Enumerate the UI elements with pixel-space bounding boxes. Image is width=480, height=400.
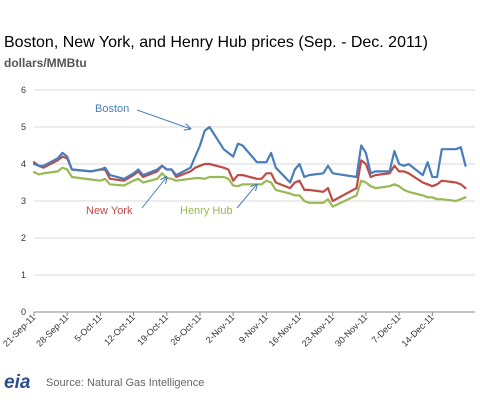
y-tick-label: 0: [21, 307, 26, 317]
annotation-label-new-york: New York: [86, 205, 133, 217]
annotation-arrow-henry-hub: [236, 184, 257, 209]
x-tick-label: 26-Oct-11: [168, 312, 203, 347]
chart-title: Boston, New York, and Henry Hub prices (…: [4, 34, 428, 51]
series-lines: [32, 125, 467, 208]
source-note: Source: Natural Gas Intelligence: [46, 377, 205, 389]
gridlines: [34, 89, 475, 276]
annotation-arrow-boston: [136, 109, 190, 129]
x-tick-label: 12-Oct-11: [102, 312, 137, 347]
eia-logo: eia: [4, 372, 31, 393]
x-tick-label: 9-Nov-11: [237, 312, 270, 345]
y-tick-label: 1: [21, 270, 26, 280]
y-tick-label: 6: [21, 85, 26, 95]
annotation-label-henry-hub: Henry Hub: [180, 205, 233, 217]
x-tick-label: 2-Nov-11: [204, 312, 237, 345]
series-line-boston: [32, 125, 467, 184]
x-tick-label: 23-Nov-11: [300, 312, 336, 348]
y-tick-label: 2: [21, 233, 26, 243]
series-line-new-york: [32, 155, 467, 203]
x-tick-label: 5-Oct-11: [72, 312, 103, 343]
annotations: Boston New York Henry Hub: [86, 103, 257, 217]
y-axis-units: dollars/MMBtu: [4, 56, 87, 70]
x-tick-label: 19-Oct-11: [135, 312, 170, 347]
x-tick-label: 14-Dec-11: [399, 312, 435, 348]
annotation-arrow-new-york: [141, 177, 167, 209]
x-tick-label: 28-Sep-11: [34, 312, 70, 348]
x-tick-label: 30-Nov-11: [333, 312, 369, 348]
x-tick-label: 21-Sep-11: [1, 312, 37, 348]
x-tick-label: 16-Nov-11: [267, 312, 303, 348]
x-tick-label: 7-Dec-11: [370, 312, 403, 345]
y-tick-label: 3: [21, 196, 26, 206]
y-tick-label: 4: [21, 159, 26, 169]
y-tick-label: 5: [21, 122, 26, 132]
annotation-label-boston: Boston: [95, 103, 129, 115]
